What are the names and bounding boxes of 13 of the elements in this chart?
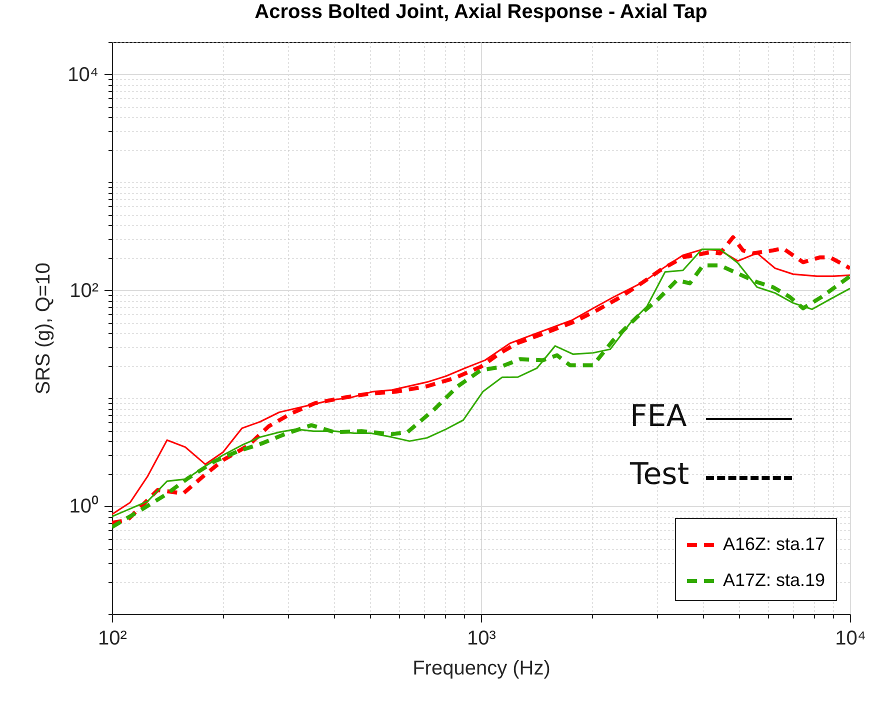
x-axis-title: Frequency (Hz) <box>412 658 550 680</box>
annotation: Test <box>630 457 690 492</box>
y-axis-title: SRS (g), Q=10 <box>32 262 55 394</box>
x-tick-label: 10⁴ <box>835 628 866 650</box>
annotation: FEA <box>630 399 687 434</box>
chart-title: Across Bolted Joint, Axial Response - Axial Tap <box>254 1 708 23</box>
y-tick-label: 10² <box>70 280 99 302</box>
y-tick-label: 10⁰ <box>69 494 98 518</box>
y-tick-label: 10⁴ <box>68 64 98 86</box>
legend-label: A17Z: sta.19 <box>723 570 826 590</box>
legend-label: A16Z: sta.17 <box>723 534 826 554</box>
x-tick-label: 10² <box>98 628 128 650</box>
x-tick-label: 10³ <box>467 628 496 650</box>
